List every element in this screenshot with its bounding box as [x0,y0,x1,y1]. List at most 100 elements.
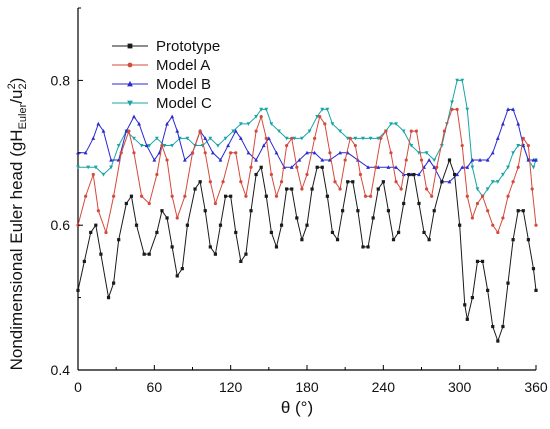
data-point [119,151,123,155]
data-point [223,136,228,141]
data-point [305,172,309,177]
data-point [361,136,365,141]
data-point [463,303,467,307]
data-point [460,143,464,148]
data-point [450,107,454,111]
data-point [530,187,534,191]
data-point [348,136,352,140]
data-point [305,150,309,155]
data-point [264,107,269,112]
data-point [345,136,350,141]
data-point [152,157,157,162]
data-point [175,274,179,278]
series-prototype [76,158,538,343]
data-point [231,129,236,134]
data-point [506,194,510,198]
legend-item: Model A [112,57,210,74]
data-point [480,194,485,198]
data-point [432,158,437,163]
legend-marker [127,43,133,49]
data-point [132,151,136,155]
data-point [295,165,299,169]
data-point [269,230,273,235]
data-point [417,201,421,206]
data-point [297,157,302,162]
data-point [376,136,381,141]
data-point [89,230,93,235]
data-point [506,281,510,285]
data-point [229,151,233,155]
data-point [216,143,220,148]
data-point [96,121,101,126]
data-point [333,180,337,184]
x-axis-title: θ (°) [281,398,313,417]
data-point [516,165,520,169]
data-point [401,129,406,134]
data-point [147,201,151,206]
data-point [76,288,80,292]
data-point [320,165,324,169]
data-point [376,187,380,191]
data-point [384,129,388,133]
data-point [435,165,439,169]
data-point [506,165,510,170]
data-point [299,136,304,141]
data-point [170,114,175,119]
data-point [470,296,474,300]
series-line [78,108,536,183]
data-point [289,165,294,169]
legend-item: Model C [112,95,212,112]
data-point [389,151,393,155]
data-point [439,143,444,148]
data-point [269,122,274,126]
x-tick-label: 300 [448,379,472,395]
data-point [531,157,536,162]
data-point [290,136,294,140]
data-point [305,223,309,227]
data-point [221,180,225,184]
data-point [180,267,184,271]
data-point [259,107,264,112]
data-point [526,143,530,148]
data-point [82,259,86,263]
data-point [76,165,80,170]
data-point [531,165,536,170]
legend-item: Model B [112,76,211,93]
data-point [391,238,396,242]
data-point [254,172,258,177]
data-point [104,230,108,235]
data-point [521,136,525,140]
data-point [116,143,121,148]
data-point [310,187,314,191]
data-point [318,115,322,119]
data-point [346,180,350,184]
data-point [182,157,187,162]
data-point [170,143,175,148]
data-point [246,150,251,155]
data-point [279,223,284,227]
series-line [78,79,537,198]
data-point [325,194,329,198]
data-point [516,121,521,126]
data-point [140,194,144,198]
plot-frame [77,8,536,371]
data-point [132,114,136,119]
data-point [465,317,469,321]
data-point [229,194,233,198]
data-point [465,194,469,198]
data-point [368,136,373,141]
data-point [160,209,164,213]
data-point [259,165,263,169]
data-point [486,209,490,213]
data-point [307,129,312,134]
data-point [353,143,357,148]
data-point [124,201,128,206]
data-point [516,209,520,213]
data-point [259,115,263,119]
x-tick-label: 180 [295,379,319,395]
data-point [386,165,391,169]
data-point [313,136,317,140]
data-point [284,136,289,141]
data-point [154,136,159,141]
